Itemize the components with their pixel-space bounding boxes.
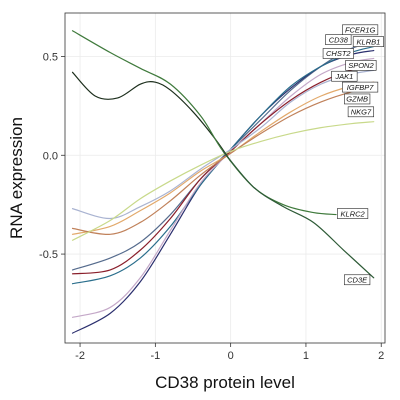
callout-cd3e: CD3E: [344, 274, 371, 286]
plot-panel: [65, 13, 385, 343]
callout-label: JAK1: [334, 72, 353, 81]
callout-label: CD3E: [347, 275, 368, 284]
callout-nkg7: NKG7: [347, 106, 375, 118]
callout-cd38: CD38: [325, 34, 352, 45]
callout-klrc2: KLRC2: [337, 208, 369, 219]
callout-box: [347, 106, 375, 118]
callout-fcer1g: FCER1G: [342, 24, 379, 36]
series-line-jak1: [71, 69, 375, 220]
ticks: -2 -1 0 1 2 -0.5 0.0 0.5: [39, 51, 384, 362]
callout-label: CD38: [329, 35, 349, 44]
callout-label: IGFBP7: [347, 83, 375, 92]
callout-label: CHST2: [326, 49, 351, 58]
series-line-cd3e: [222, 150, 375, 279]
callout-label: GZMB: [346, 95, 368, 104]
callout-igfbp7: IGFBP7: [342, 81, 379, 93]
callout-box: [345, 60, 377, 71]
y-tick-label: 0.0: [43, 150, 58, 162]
x-tick-label: -1: [150, 350, 160, 362]
callout-spon2: SPON2: [345, 60, 377, 71]
y-axis-title: RNA expression: [7, 117, 26, 239]
series-line-klrc2: [71, 30, 337, 216]
callout-label: KLRC2: [341, 209, 366, 218]
callout-box: [342, 24, 379, 36]
callout-box: [325, 34, 352, 45]
callout-klrb1: KLRB1: [352, 36, 384, 47]
x-tick-label: -2: [75, 350, 85, 362]
plot-border: [64, 12, 386, 344]
x-tick-label: 2: [378, 350, 384, 362]
callout-label: NKG7: [351, 108, 372, 117]
callout-label: SPON2: [348, 61, 374, 70]
callout-box: [344, 274, 371, 286]
callout-box: [344, 93, 371, 105]
series-line-nkg7: [71, 121, 375, 241]
y-tick-label: -0.5: [39, 249, 58, 261]
x-axis-title: CD38 protein level: [155, 373, 295, 392]
callout-jak1: JAK1: [331, 70, 358, 82]
callout-box: [337, 208, 369, 219]
callout-box: [331, 70, 358, 82]
callout-gzmb: GZMB: [344, 93, 371, 105]
x-tick-label: 0: [228, 350, 234, 362]
callout-label: FCER1G: [345, 26, 376, 35]
series-line-gzmb: [71, 87, 375, 235]
callout-box: [322, 48, 354, 59]
series-layer: [71, 30, 375, 334]
callout-chst2: CHST2: [322, 48, 354, 59]
callout-box: [352, 36, 384, 47]
series-line-unlabeled-9: [71, 71, 232, 162]
callout-label: KLRB1: [357, 37, 381, 46]
x-tick-label: 1: [303, 350, 309, 362]
callout-box: [342, 81, 379, 93]
y-tick-label: 0.5: [43, 51, 58, 63]
